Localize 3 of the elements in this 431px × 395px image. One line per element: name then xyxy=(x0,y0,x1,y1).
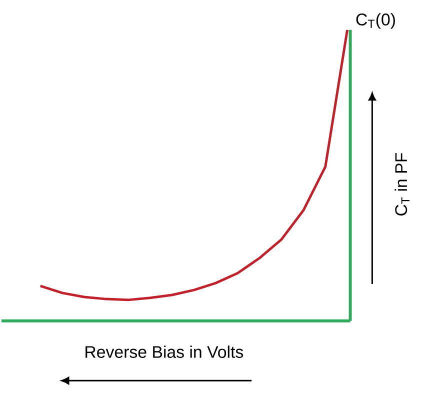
x-axis-title: Reverse Bias in Volts xyxy=(86,346,244,358)
y-axis-title: C$_{T}$ in PF xyxy=(394,153,410,216)
text: C$_{T}$(0) xyxy=(356,13,395,29)
